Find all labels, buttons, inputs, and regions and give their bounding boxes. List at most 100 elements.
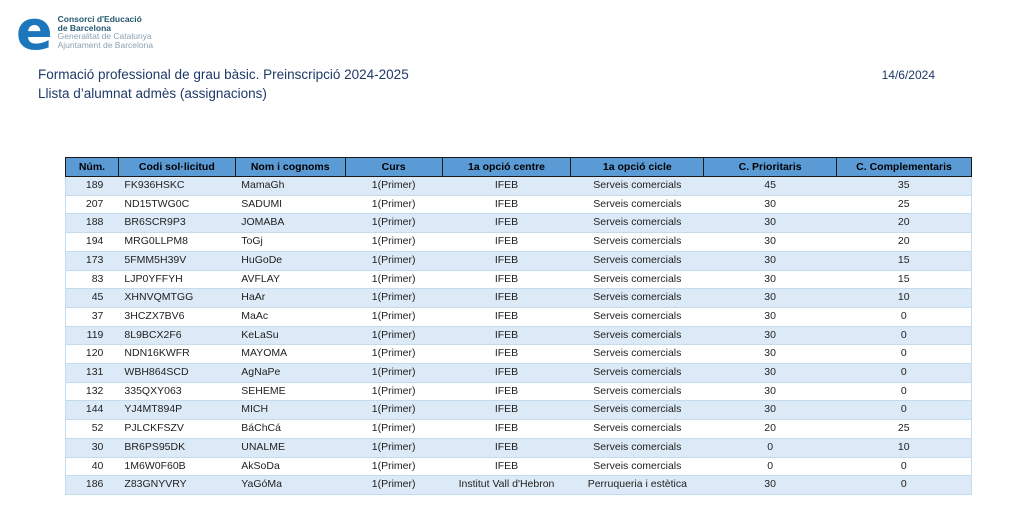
table-cell: LJP0YFFYH [118,270,236,290]
table-cell: MICH [235,400,346,421]
table-row: 144 YJ4MT894P MICH 1(Primer) IFEB Serveis com… [65,400,972,421]
table-cell: 30 [703,344,837,365]
table-row: 207 ND15TWG0C SADUMI 1(Primer) IFEB Serveis c… [65,195,972,215]
table-cell: IFEB [442,307,571,327]
table-cell: 45 [703,176,837,196]
table-cell: Serveis comercials [570,251,704,271]
column-header: Curs [344,157,443,177]
table-cell: MaAc [235,307,346,327]
table-row: 52 PJLCKFSZV BáChCá 1(Primer) IFEB Serveis co… [65,419,972,439]
table-cell: Serveis comercials [570,438,704,458]
table-cell: ND15TWG0C [118,195,236,215]
results-table: Núm. Codi sol·licitud Nom i cognoms Curs 1a … [65,157,972,495]
table-cell: 8L9BCX2F6 [118,326,236,346]
table-cell: IFEB [442,326,571,346]
table-cell: 1(Primer) [345,213,443,234]
page-title: Formació professional de grau bàsic. Pre… [38,67,409,82]
table-row: 186 Z83GNYVRY YaGóMa 1(Primer) Institut Vall… [65,475,972,495]
table-cell: 144 [65,400,119,421]
logo-subtitle-line1: Generalitat de Catalunya [57,31,152,41]
header-row: Núm. Codi sol·licitud Nom i cognoms Curs 1a … [65,157,972,177]
table-cell: YJ4MT894P [118,400,236,421]
table-cell: 30 [703,270,837,290]
table-cell: 10 [836,288,972,308]
table-row: 131 WBH864SCD AgNaPe 1(Primer) IFEB Serveis c… [65,363,972,383]
table-cell: AkSoDa [235,457,346,477]
logo-e-icon: e [16,0,53,62]
table-cell: 173 [65,251,119,271]
table-cell: 3HCZX7BV6 [118,307,236,327]
table-cell: 1(Primer) [345,457,443,477]
table-cell: 30 [703,400,837,421]
table-row: 120 NDN16KWFR MAYOMA 1(Primer) IFEB Serveis c… [65,344,972,365]
column-header: Nom i cognoms [234,157,346,177]
table-cell: Z83GNYVRY [118,475,236,495]
table-cell: SEHEME [235,382,346,402]
table-cell: 0 [836,363,972,383]
table-cell: HuGoDe [235,251,346,271]
table-cell: 120 [65,344,119,365]
table-cell: IFEB [442,195,571,215]
table-cell: 0 [836,307,972,327]
table-cell: IFEB [442,344,571,365]
table-cell: IFEB [442,419,571,439]
table-row: 188 BR6SCR9P3 JOMABA 1(Primer) IFEB Serveis c… [65,213,972,234]
table-cell: BáChCá [235,419,346,439]
table-cell: 1(Primer) [345,288,443,308]
table-cell: 35 [836,176,972,196]
table-cell: Serveis comercials [570,457,704,477]
table-cell: 119 [65,326,119,346]
table-cell: 30 [703,475,837,495]
table-cell: Serveis comercials [570,344,704,365]
table-cell: Serveis comercials [570,213,704,234]
table-cell: 30 [703,232,837,252]
table-cell: 15 [836,270,972,290]
table-cell: 132 [65,382,119,402]
table-cell: 335QXY063 [118,382,236,402]
table-cell: 37 [65,307,119,327]
table-cell: Serveis comercials [570,195,704,215]
page-subtitle: Llista d’alumnat admès (assignacions) [38,86,267,101]
table-cell: 1(Primer) [345,344,443,365]
table-row: 83 LJP0YFFYH AVFLAY 1(Primer) IFEB Serveis co… [65,270,972,290]
table-cell: Serveis comercials [570,288,704,308]
table-cell: 0 [836,344,972,365]
table-cell: 1(Primer) [345,363,443,383]
org-logo: e Consorci d'Educació de Barcelona Gener… [16,0,153,62]
table-cell: MamaGh [235,176,346,196]
column-header: Núm. [65,157,119,177]
table-cell: ToGj [235,232,346,252]
table-cell: IFEB [442,213,571,234]
table-cell: 30 [703,288,837,308]
table-row: 119 8L9BCX2F6 KeLaSu 1(Primer) IFEB Serveis c… [65,326,972,346]
table-cell: 1M6W0F60B [118,457,236,477]
table-cell: MAYOMA [235,344,346,365]
table-cell: Serveis comercials [570,307,704,327]
table-cell: 30 [703,195,837,215]
table-cell: IFEB [442,176,571,196]
table-cell: 1(Primer) [345,270,443,290]
table-cell: 1(Primer) [345,382,443,402]
table-cell: Serveis comercials [570,382,704,402]
table-cell: Serveis comercials [570,232,704,252]
table-cell: 0 [836,400,972,421]
table-row: 37 3HCZX7BV6 MaAc 1(Primer) IFEB Serveis come… [65,307,972,327]
table-row: 194 MRG0LLPM8 ToGj 1(Primer) IFEB Serveis com… [65,232,972,252]
table-cell: BR6PS95DK [118,438,236,458]
table-cell: JOMABA [235,213,346,234]
table-row: 40 1M6W0F60B AkSoDa 1(Primer) IFEB Serveis co… [65,457,972,477]
table-row: 45 XHNVQMTGG HaAr 1(Primer) IFEB Serveis come… [65,288,972,308]
table-cell: IFEB [442,363,571,383]
table-cell: 189 [65,176,119,196]
table-cell: Serveis comercials [570,419,704,439]
table-cell: KeLaSu [235,326,346,346]
table-cell: 131 [65,363,119,383]
table-cell: 10 [836,438,972,458]
logo-org-name-line1: Consorci d'Educació [57,14,142,24]
table-cell: 186 [65,475,119,495]
table-cell: YaGóMa [235,475,346,495]
table-cell: NDN16KWFR [118,344,236,365]
table-cell: IFEB [442,438,571,458]
table-cell: SADUMI [235,195,346,215]
